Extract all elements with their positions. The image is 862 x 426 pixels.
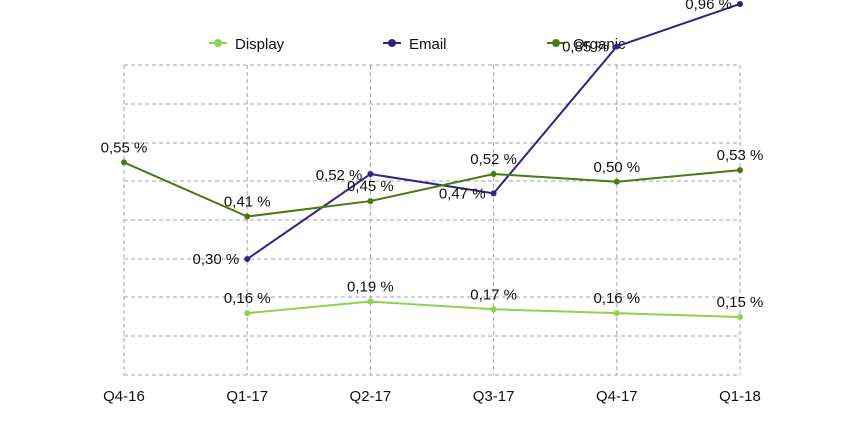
series-email	[244, 0, 743, 263]
data-point	[613, 310, 620, 317]
legend-item-organic: Organic	[547, 36, 626, 53]
data-point	[490, 190, 497, 197]
x-tick-label: Q2-17	[350, 388, 392, 405]
data-point	[490, 306, 497, 313]
x-tick-label: Q1-18	[719, 388, 761, 405]
data-label: 0,52 %	[470, 151, 517, 168]
data-point	[613, 43, 620, 50]
series-display	[244, 298, 743, 321]
x-axis-ticks: Q4-16 Q1-17 Q2-17 Q3-17 Q4-17 Q1-18	[103, 388, 761, 405]
data-label: 0,15 %	[717, 294, 764, 311]
data-labels: 0,16 % 0,19 % 0,17 % 0,16 % 0,15 % 0,30 % 0,52…	[101, 0, 764, 311]
series-lines	[121, 0, 743, 321]
data-point	[121, 159, 127, 166]
data-point	[737, 167, 743, 174]
data-point	[737, 314, 743, 321]
grid-lines	[123, 64, 741, 376]
data-point	[367, 298, 374, 305]
legend-label: Email	[409, 36, 447, 53]
data-label: 0,53 %	[717, 147, 764, 164]
data-point	[244, 256, 251, 263]
legend-item-email: Email	[383, 36, 447, 53]
data-label: 0,16 %	[224, 290, 271, 307]
data-point	[737, 0, 743, 7]
legend-label: Display	[235, 36, 285, 53]
data-point	[367, 171, 374, 178]
x-tick-label: Q4-16	[103, 388, 145, 405]
data-label: 0,41 %	[224, 194, 271, 211]
data-point	[490, 171, 497, 178]
legend-marker	[214, 39, 222, 47]
x-tick-label: Q4-17	[596, 388, 638, 405]
data-point	[244, 310, 251, 317]
data-label: 0,52 %	[316, 167, 363, 184]
data-label: 0,50 %	[593, 159, 640, 176]
data-label: 0,45 %	[347, 178, 394, 195]
data-point	[367, 198, 374, 205]
data-label: 0,17 %	[470, 286, 517, 303]
data-label: 0,55 %	[101, 139, 148, 156]
data-label: 0,96 %	[685, 0, 732, 13]
data-label: 0,16 %	[593, 290, 640, 307]
data-point	[244, 213, 251, 220]
data-label: 0,47 %	[439, 185, 486, 202]
legend: Display Email Organic	[209, 36, 626, 53]
legend-item-display: Display	[209, 36, 285, 53]
x-tick-label: Q3-17	[473, 388, 515, 405]
legend-label: Organic	[573, 36, 626, 53]
x-tick-label: Q1-17	[226, 388, 268, 405]
series-line	[123, 161, 741, 218]
data-label: 0,85 %	[562, 38, 609, 55]
series-organic	[121, 159, 743, 220]
data-label: 0,30 %	[192, 251, 239, 268]
legend-marker	[552, 39, 560, 47]
data-point	[613, 178, 620, 185]
data-label: 0,19 %	[347, 279, 394, 296]
legend-marker	[388, 39, 396, 47]
